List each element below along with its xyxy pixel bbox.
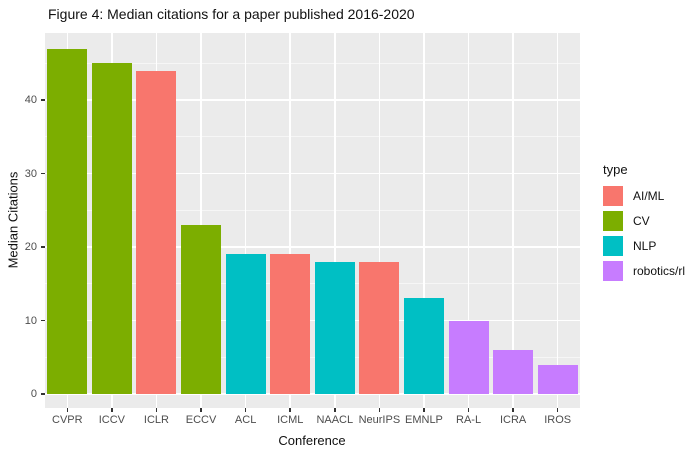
gridline-major-y0 xyxy=(45,393,580,395)
plot-panel xyxy=(45,33,580,408)
y-tick-label-0: 0 xyxy=(30,388,37,400)
bar-naacl xyxy=(314,261,355,394)
gridline-minor-y15 xyxy=(45,283,580,285)
gridline-x-eccv xyxy=(200,33,202,408)
bar-iccv xyxy=(91,63,132,394)
x-tick-mark-emnlp xyxy=(423,408,425,412)
x-tick-label-cvpr: CVPR xyxy=(52,414,83,426)
bar-emnlp xyxy=(403,298,444,394)
x-tick-mark-iclr xyxy=(155,408,158,412)
legend-item-cv: CV xyxy=(603,211,685,231)
legend-item-nlp: NLP xyxy=(603,236,685,256)
x-tick-label-eccv: ECCV xyxy=(185,414,217,426)
y-tick-mark-40 xyxy=(41,99,45,101)
bar-iclr xyxy=(136,70,177,394)
gridline-major-y10 xyxy=(45,319,580,322)
x-tick-label-iros: IROS xyxy=(544,414,572,426)
gridline-x-neurips xyxy=(378,33,381,408)
legend-swatch-ai-ml xyxy=(603,186,623,206)
y-tick-label-10: 10 xyxy=(24,314,37,327)
x-tick-mark-iccv xyxy=(111,408,113,412)
bar-cvpr xyxy=(47,48,88,394)
x-tick-mark-naacl xyxy=(334,408,336,412)
y-tick-mark-30 xyxy=(41,172,45,175)
x-tick-label-iclr: ICLR xyxy=(143,414,169,426)
x-tick-label-iccv: ICCV xyxy=(98,414,126,426)
x-tick-label-naacl: NAACL xyxy=(316,414,354,426)
gridline-x-iros xyxy=(556,33,559,408)
gridline-x-emnlp xyxy=(423,33,425,408)
gridline-major-y20 xyxy=(45,246,580,248)
y-tick-mark-10 xyxy=(41,319,45,322)
bar-icra xyxy=(493,349,534,394)
x-tick-label-acl: ACL xyxy=(234,414,257,426)
bar-icml xyxy=(270,254,311,394)
x-tick-mark-iros xyxy=(556,408,559,412)
bar-acl xyxy=(225,254,266,394)
gridline-x-icml xyxy=(289,33,291,408)
x-tick-mark-cvpr xyxy=(66,408,69,412)
x-tick-mark-eccv xyxy=(200,408,202,412)
gridline-x-icra xyxy=(512,33,514,408)
gridline-x-acl xyxy=(244,33,247,408)
x-tick-mark-ra-l xyxy=(467,408,470,412)
legend-swatch-cv xyxy=(603,211,623,231)
y-tick-mark-20 xyxy=(41,246,45,248)
gridline-x-naacl xyxy=(334,33,336,408)
bar-neurips xyxy=(359,261,400,394)
bar-iros xyxy=(537,364,578,394)
gridline-minor-y35 xyxy=(45,136,580,138)
x-tick-label-emnlp: EMNLP xyxy=(405,414,443,426)
bar-eccv xyxy=(181,224,222,394)
x-tick-mark-icml xyxy=(289,408,291,412)
gridline-major-y40 xyxy=(45,99,580,101)
legend-item-robotics-rl: robotics/rl xyxy=(603,261,685,281)
x-tick-label-ra-l: RA-L xyxy=(456,414,482,426)
x-tick-label-icml: ICML xyxy=(277,414,304,426)
legend-items: AI/ML CV NLP robotics/rl xyxy=(603,186,685,281)
x-axis-title: Conference xyxy=(278,433,346,448)
x-tick-label-icra: ICRA xyxy=(499,414,527,426)
chart-title: Figure 4: Median citations for a paper p… xyxy=(48,6,415,22)
x-tick-mark-acl xyxy=(244,408,247,412)
legend-label: NLP xyxy=(633,239,657,253)
y-tick-label-30: 30 xyxy=(24,167,37,180)
bar-ra-l xyxy=(448,320,489,394)
gridline-major-y30 xyxy=(45,172,580,175)
legend-label: robotics/rl xyxy=(633,264,686,278)
legend-title: type xyxy=(603,162,628,177)
x-tick-mark-neurips xyxy=(378,408,381,412)
y-tick-label-20: 20 xyxy=(24,241,37,253)
gridline-minor-y25 xyxy=(45,209,580,211)
y-tick-label-40: 40 xyxy=(24,94,37,106)
y-tick-mark-0 xyxy=(41,393,45,395)
legend-label: CV xyxy=(633,214,650,228)
legend-swatch-nlp xyxy=(603,236,623,256)
gridline-minor-y5 xyxy=(45,356,580,358)
legend-label: AI/ML xyxy=(633,189,665,203)
legend: type AI/ML CV NLP robotics/rl xyxy=(603,162,685,286)
x-tick-label-neurips: NeurIPS xyxy=(358,414,401,426)
x-tick-mark-icra xyxy=(512,408,514,412)
legend-swatch-robotics-rl xyxy=(603,261,623,281)
legend-item-ai-ml: AI/ML xyxy=(603,186,685,206)
y-axis-title: Median Citations xyxy=(5,171,21,269)
gridline-x-ra-l xyxy=(467,33,470,408)
gridline-minor-y45 xyxy=(45,62,580,64)
